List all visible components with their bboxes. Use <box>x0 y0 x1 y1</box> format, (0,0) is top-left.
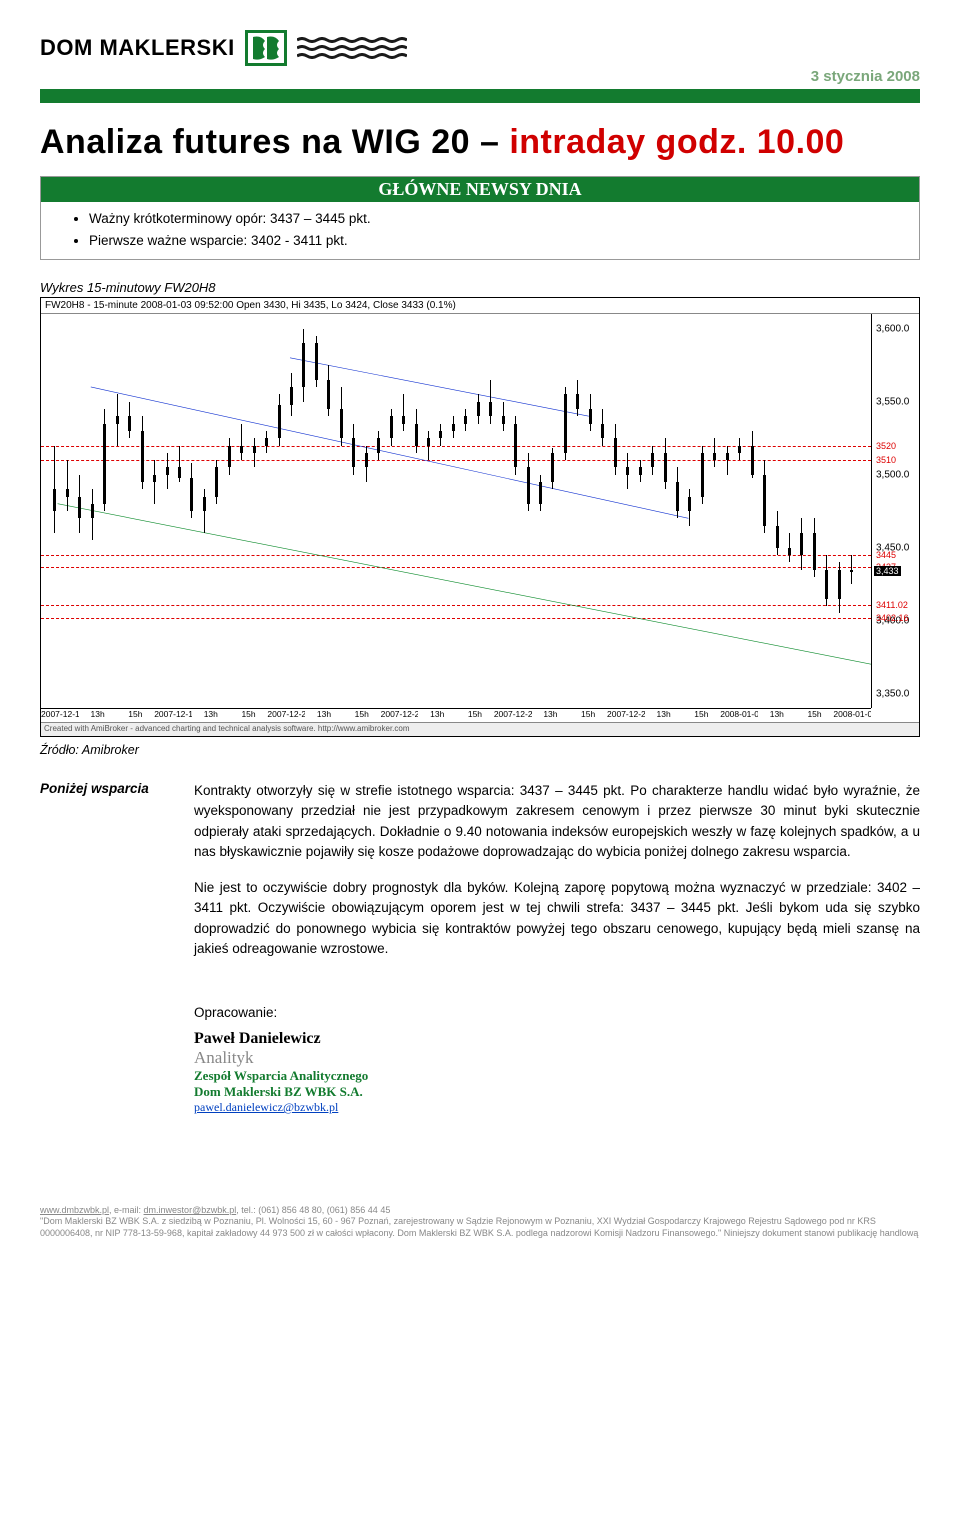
author-block: Opracowanie: Paweł Danielewicz Analityk … <box>194 1005 920 1115</box>
chart-xaxis: 2007-12-1813h15h2007-12-1913h15h2007-12-… <box>41 708 871 722</box>
side-label: Poniżej wsparcia <box>40 781 180 975</box>
news-banner: GŁÓWNE NEWSY DNIA <box>40 176 920 202</box>
footer-line1: www.dmbzwbk.pl, e-mail: dm.inwestor@bzwb… <box>40 1205 920 1216</box>
footer-line2: "Dom Maklerski BZ WBK S.A. z siedzibą w … <box>40 1216 920 1239</box>
page-title: Analiza futures na WIG 20 – intraday god… <box>40 123 920 162</box>
document-date: 3 stycznia 2008 <box>40 68 920 85</box>
chart-plot <box>41 314 871 708</box>
header-bar <box>40 89 920 103</box>
footer-email[interactable]: dm.inwestor@bzwbk.pl <box>144 1205 237 1215</box>
footer: www.dmbzwbk.pl, e-mail: dm.inwestor@bzwb… <box>40 1205 920 1239</box>
header: DOM MAKLERSKI <box>40 30 920 66</box>
author-name: Paweł Danielewicz <box>194 1030 920 1048</box>
brand-prefix: DOM MAKLERSKI <box>40 35 235 61</box>
chart-yaxis: 3,600.03,550.03,500.03,450.03,400.03,350… <box>871 314 919 708</box>
chart-source: Źródło: Amibroker <box>40 743 920 757</box>
author-label: Opracowanie: <box>194 1005 920 1020</box>
chart-container: FW20H8 - 15-minute 2008-01-03 09:52:00 O… <box>40 297 920 737</box>
news-item: Ważny krótkoterminowy opór: 3437 – 3445 … <box>89 208 909 230</box>
body-section: Poniżej wsparcia Kontrakty otworzyły się… <box>40 781 920 975</box>
chart-info-bar: FW20H8 - 15-minute 2008-01-03 09:52:00 O… <box>41 298 919 314</box>
footer-url[interactable]: www.dmbzwbk.pl <box>40 1205 109 1215</box>
news-item: Pierwsze ważne wsparcie: 3402 - 3411 pkt… <box>89 230 909 252</box>
chart-caption: Wykres 15-minutowy FW20H8 <box>40 280 920 295</box>
author-company: Dom Maklerski BZ WBK S.A. <box>194 1084 920 1100</box>
news-box: Ważny krótkoterminowy opór: 3437 – 3445 … <box>40 202 920 260</box>
title-red: intraday godz. 10.00 <box>509 123 844 161</box>
paragraph: Kontrakty otworzyły się w strefie istotn… <box>194 781 920 862</box>
logo-icon <box>245 30 287 66</box>
paragraph: Nie jest to oczywiście dobry prognostyk … <box>194 878 920 959</box>
author-role: Analityk <box>194 1048 920 1068</box>
title-black: Analiza futures na WIG 20 – <box>40 123 509 161</box>
chart-footer: Created with AmiBroker - advanced charti… <box>41 722 919 736</box>
wbk-logo-icon <box>297 37 407 59</box>
author-team: Zespół Wsparcia Analitycznego <box>194 1068 920 1084</box>
author-email[interactable]: pawel.danielewicz@bzwbk.pl <box>194 1100 920 1115</box>
